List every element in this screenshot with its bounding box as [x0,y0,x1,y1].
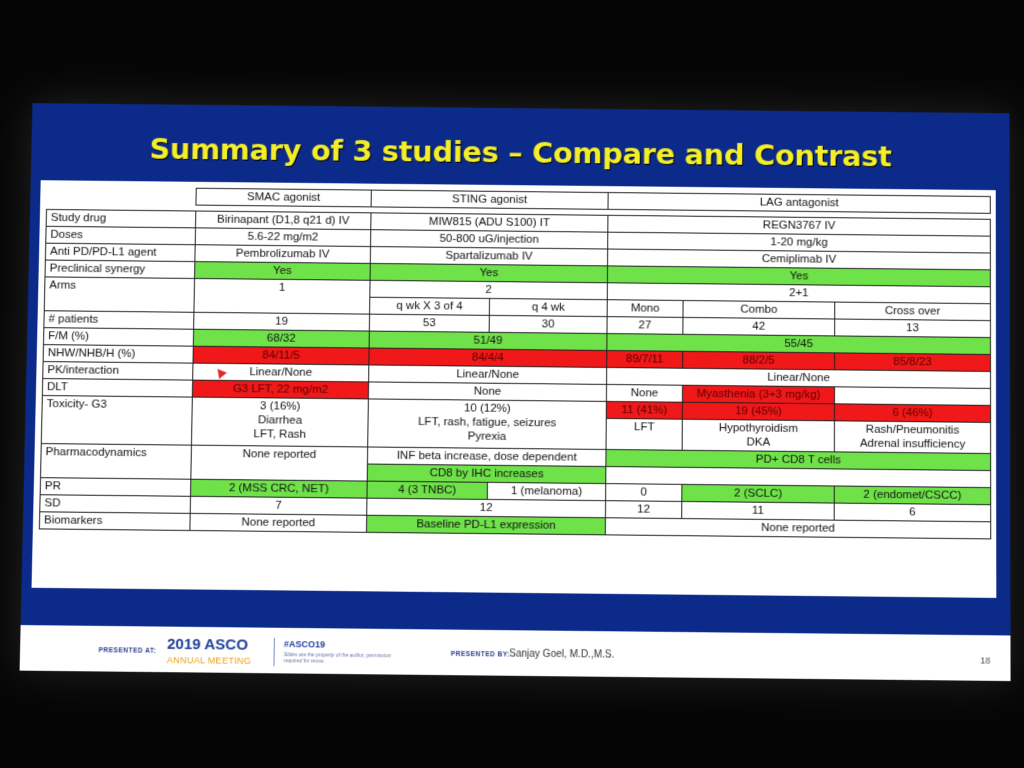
slide: Summary of 3 studies – Compare and Contr… [20,103,1011,681]
row-label: Arms [44,277,194,312]
cell-smac: Yes [195,262,371,281]
row-label: Preclinical synergy [45,260,195,278]
tox-lag-line: Rash/Pneumonitis [837,422,988,438]
cell-lag-count: 11 (41%) [606,401,682,419]
cell-lag: None reported [605,518,990,539]
copyright-note: Slides are the property of the author, p… [284,652,395,665]
tox-lag-line: Adrenal insufficiency [837,436,988,452]
cell-lag: None [606,384,682,402]
row-label: PR [40,478,191,497]
cell-smac: 68/32 [193,329,369,348]
row-label: Study drug [46,209,196,227]
cell-lag-arm: Cross over [835,302,991,321]
cell-lag: 11 [682,501,835,520]
cell-sting: Baseline PD-L1 expression [366,515,605,535]
row-label: Doses [46,226,196,244]
tox-lag-line: Hypothyroidism [685,421,832,437]
presented-by-label: PRESENTED BY: [451,651,510,659]
cell-smac: 19 [194,312,370,331]
cell-lag: 13 [835,319,991,338]
cell-sting: 10 (12%) LFT, rash, fatigue, seizures Py… [368,399,607,450]
cell-sting: 30 [489,315,607,333]
cell-smac: None reported [191,445,368,481]
cell-lag-count: 19 (45%) [682,402,834,421]
row-label: PK/interaction [43,362,193,381]
row-label: SD [40,495,191,514]
cell-smac: Pembrolizumab IV [195,245,371,264]
row-label: DLT [42,379,192,398]
cell-sting: 53 [369,314,489,332]
row-label: F/M (%) [43,328,193,347]
asco-logo-text: 2019 ASCO [167,636,248,654]
cell-lag-count: 6 (46%) [834,404,990,423]
comparison-table: SMAC agonist STING agonist LAG antagonis… [39,186,991,539]
asco-annual-meeting: ANNUAL MEETING [167,655,252,666]
cell-lag-arm: Combo [683,300,835,319]
cell-smac: 3 (16%) Diarrhea LFT, Rash [191,397,368,447]
cell-lag-mono: LFT [606,418,682,450]
cell-lag: 85/8/23 [835,353,991,372]
cell-smac: 84/11/5 [193,346,369,365]
row-label: # patients [44,311,194,329]
header-smac: SMAC agonist [196,188,371,207]
cell-lag: 42 [683,317,835,336]
hashtag: #ASCO19 [284,639,325,650]
cell-smac: Birinapant (D1,8 q21 d) IV [195,211,371,230]
cell-lag-combo: Hypothyroidism DKA [682,419,834,452]
cell-lag: 0 [606,484,682,502]
page-number: 18 [980,655,990,665]
cell-sting-arm: q wk X 3 of 4 [370,297,490,315]
tox-lag-line: DKA [685,435,832,451]
cell-sting: 1 (melanoma) [487,482,605,500]
cell-lag: 2 (SCLC) [682,484,834,503]
presented-at-label: PRESENTED AT: [98,647,156,655]
header-blank [47,187,197,205]
cell-sting-arm: q 4 wk [489,298,607,316]
cell-smac: 1 [194,278,370,314]
cell-smac: 5.6-22 mg/m2 [195,228,371,247]
row-label: Toxicity- G3 [41,396,192,446]
cell-smac: 7 [190,496,367,515]
row-label: Anti PD/PD-L1 agent [45,243,195,261]
row-label: Pharmacodynamics [41,444,192,480]
table-panel: SMAC agonist STING agonist LAG antagonis… [32,180,997,598]
cell-lag: 88/2/5 [683,351,835,370]
cell-lag: 2 (endomet/CSCC) [834,486,990,505]
cell-sting: 4 (3 TNBC) [367,481,488,499]
cell-lag: Myasthenia (3+3 mg/kg) [682,385,834,404]
cell-lag: 27 [607,317,683,335]
slide-footer: PRESENTED AT: 2019 ASCO ANNUAL MEETING #… [20,622,1011,681]
cell-lag-arm: Mono [607,300,683,318]
row-label: Biomarkers [39,512,190,531]
cell-smac: 2 (MSS CRC, NET) [191,479,368,498]
tox-sting-line: Pyrexia [370,428,603,444]
tox-smac-line: LFT, Rash [194,427,365,443]
presenter-name: Sanjay Goel, M.D.,M.S. [509,648,614,660]
footer-divider [273,638,274,666]
row-label: NHW/NHB/H (%) [43,345,193,364]
cell-smac: G3 LFT, 22 mg/m2 [192,380,368,399]
cell-lag: 89/7/11 [607,350,683,368]
cell-lag-cross: Rash/Pneumonitis Adrenal insufficiency [834,421,990,454]
slide-title: Summary of 3 studies – Compare and Contr… [31,131,1010,175]
cell-smac: None reported [190,513,367,532]
cell-lag: 12 [605,501,681,519]
cell-lag-empty [834,387,990,406]
cell-lag: 6 [834,503,991,522]
